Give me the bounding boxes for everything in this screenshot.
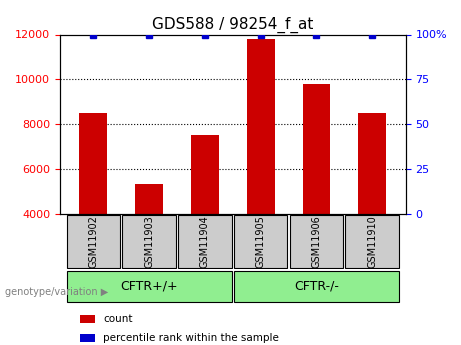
Text: CFTR+/+: CFTR+/+ (120, 280, 178, 293)
Text: percentile rank within the sample: percentile rank within the sample (103, 333, 279, 343)
Bar (79, 113, 107, 214)
FancyBboxPatch shape (122, 215, 176, 268)
Text: GSM11903: GSM11903 (144, 215, 154, 268)
Bar (358, 113, 386, 214)
Bar (302, 84, 331, 214)
FancyBboxPatch shape (234, 271, 399, 302)
Bar (135, 184, 163, 214)
Text: GSM11905: GSM11905 (256, 215, 266, 268)
Text: GSM11910: GSM11910 (367, 215, 377, 268)
Text: GSM11904: GSM11904 (200, 215, 210, 268)
FancyBboxPatch shape (67, 215, 120, 268)
FancyBboxPatch shape (178, 215, 232, 268)
Bar (247, 39, 275, 214)
Text: CFTR-/-: CFTR-/- (294, 280, 339, 293)
FancyBboxPatch shape (345, 215, 399, 268)
Text: genotype/variation ▶: genotype/variation ▶ (5, 287, 108, 296)
Bar (191, 136, 219, 214)
Text: GSM11906: GSM11906 (312, 215, 321, 268)
Title: GDS588 / 98254_f_at: GDS588 / 98254_f_at (152, 17, 313, 33)
Text: GSM11902: GSM11902 (89, 215, 98, 268)
FancyBboxPatch shape (290, 215, 343, 268)
FancyBboxPatch shape (67, 271, 232, 302)
Bar (79, 315, 95, 323)
Text: count: count (103, 314, 132, 324)
Bar (79, 334, 95, 342)
FancyBboxPatch shape (234, 215, 288, 268)
